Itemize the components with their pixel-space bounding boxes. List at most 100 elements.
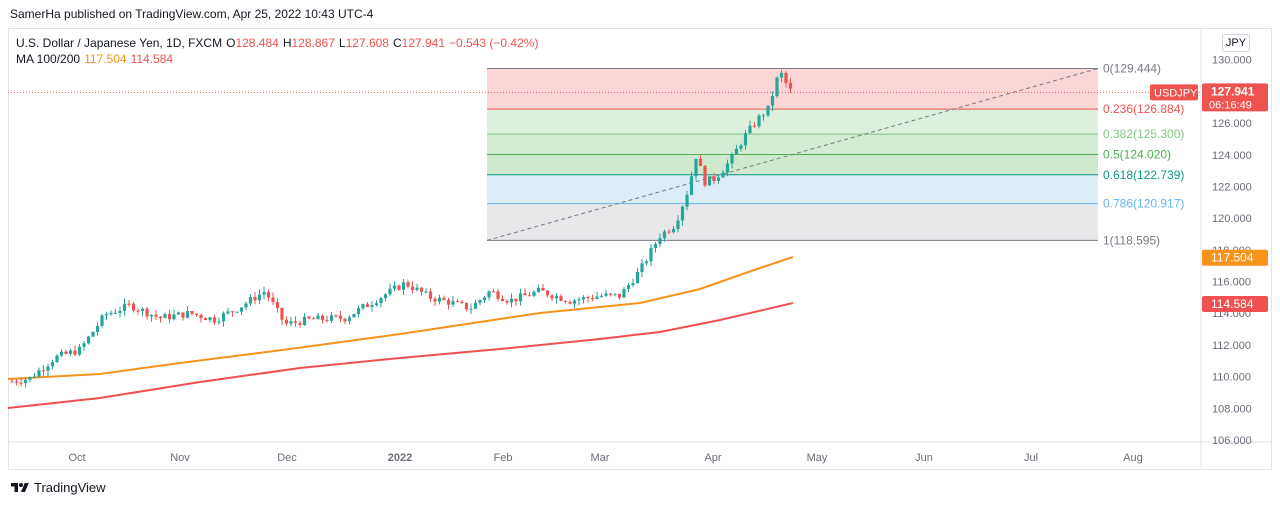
candle-body — [685, 194, 689, 207]
candle-body — [505, 300, 509, 303]
candle-body — [244, 303, 248, 308]
candle-body — [473, 302, 478, 309]
candle-body — [383, 294, 388, 299]
candle-body — [487, 291, 491, 298]
candle-body — [779, 72, 784, 78]
price-badge-value: 127.941 — [1211, 84, 1255, 98]
time-axis-label: Apr — [704, 452, 721, 464]
candle-body — [649, 248, 653, 262]
candle-body — [770, 96, 775, 106]
candle-body — [442, 297, 446, 300]
candle-body — [527, 295, 532, 297]
candle-body — [478, 300, 482, 303]
candle-body — [185, 311, 190, 318]
chart-frame[interactable] — [8, 28, 1272, 470]
candle-body — [379, 298, 383, 304]
candle-body — [356, 308, 361, 315]
candle-body — [271, 297, 275, 303]
candle-body — [163, 314, 167, 319]
fib-level-label: 0.236(126.884) — [1103, 102, 1184, 116]
candle-body — [496, 291, 500, 299]
candle-body — [131, 303, 136, 311]
candle-body — [248, 297, 253, 304]
candle-body — [275, 302, 280, 308]
candle-body — [95, 325, 100, 332]
price-axis-tick: 124.000 — [1212, 150, 1252, 162]
candle-body — [734, 148, 739, 155]
candle-body — [671, 228, 676, 233]
time-axis-label: Oct — [68, 452, 85, 464]
candle-body — [518, 293, 523, 302]
candle-body — [757, 115, 761, 127]
candle-body — [14, 381, 19, 383]
ma100-value: 117.504 — [84, 52, 127, 66]
candle-body — [145, 308, 149, 317]
candle-body — [532, 291, 536, 296]
candle-body — [37, 370, 41, 377]
price-axis-tick: 106.000 — [1212, 435, 1252, 447]
candle-body — [406, 282, 410, 287]
price-axis-tick: 110.000 — [1212, 372, 1251, 384]
candle-body — [172, 314, 176, 320]
candle-body — [635, 272, 640, 284]
candle-body — [302, 316, 307, 326]
candle-body — [662, 231, 667, 239]
candle-body — [10, 381, 14, 383]
symbol-tag[interactable] — [1150, 84, 1198, 101]
footer-brand[interactable]: TradingView — [10, 480, 106, 495]
candle-body — [28, 376, 32, 380]
candle-body — [703, 165, 707, 186]
time-axis-label: Dec — [277, 452, 297, 464]
candle-body — [167, 314, 172, 320]
candle-body — [284, 319, 289, 324]
time-axis-label: Jun — [915, 452, 933, 464]
candle-body — [712, 176, 716, 182]
candle-body — [428, 291, 433, 299]
candle-body — [77, 346, 82, 355]
time-axis-label: Feb — [494, 452, 513, 464]
ma200-badge[interactable] — [1202, 295, 1268, 312]
fib-zone — [487, 154, 1098, 175]
time-axis-label: Mar — [591, 452, 610, 464]
footer-brand-label: TradingView — [34, 480, 106, 495]
time-axis-label: May — [807, 452, 828, 464]
ma200-line — [7, 302, 794, 409]
candle-body — [554, 296, 559, 299]
price-badge[interactable] — [1202, 83, 1268, 112]
candle-body — [41, 370, 46, 372]
time-axis-label: 2022 — [388, 452, 412, 464]
candle-body — [257, 294, 262, 301]
candle-body — [437, 297, 442, 302]
candle-body — [730, 154, 734, 164]
symbol-name[interactable]: U.S. Dollar / Japanese Yen, 1D, FXCM — [16, 36, 223, 50]
candle-body — [613, 293, 617, 295]
low-value: 127.608 — [345, 36, 389, 50]
candle-body — [482, 297, 487, 301]
candle-body — [469, 308, 473, 310]
ma-legend[interactable]: MA 100/200 117.504 114.584 — [16, 52, 177, 66]
candle-body — [419, 287, 424, 292]
currency-button[interactable]: JPY — [1222, 34, 1250, 52]
candle-body — [550, 295, 554, 299]
tradingview-logo-icon — [11, 482, 29, 492]
candle-body — [320, 315, 325, 320]
candle-body — [716, 177, 721, 182]
candle-body — [572, 300, 577, 304]
fib-zone — [487, 109, 1098, 135]
candle-body — [433, 298, 437, 302]
candle-body — [464, 302, 469, 310]
candle-body — [676, 220, 680, 229]
candle-body — [203, 318, 208, 321]
candle-body — [707, 176, 712, 186]
candle-body — [523, 293, 527, 296]
candle-body — [329, 315, 334, 321]
candle-body — [581, 297, 586, 300]
candle-body — [739, 145, 743, 149]
candle-body — [149, 314, 154, 317]
candle-body — [158, 316, 163, 319]
candle-body — [73, 350, 77, 355]
candle-body — [788, 82, 793, 89]
ma100-badge[interactable] — [1202, 249, 1268, 266]
ma-label: MA 100/200 — [16, 52, 81, 66]
